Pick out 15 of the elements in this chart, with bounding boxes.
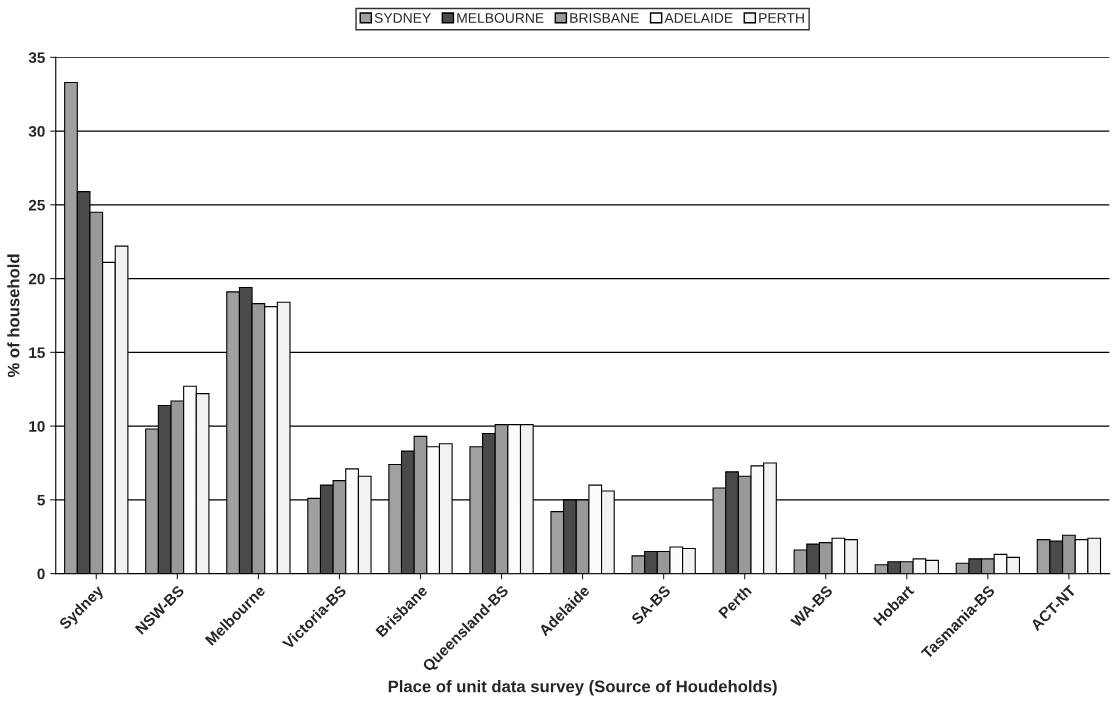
- y-tick-label: 30: [28, 125, 45, 137]
- legend-label: SYDNEY: [374, 13, 431, 23]
- x-axis-title: Place of unit data survey (Source of Houdeholds): [388, 680, 777, 696]
- legend-label: PERTH: [759, 13, 804, 23]
- y-tick-label: 25: [28, 199, 45, 211]
- y-tick-label: 5: [37, 494, 45, 506]
- y-tick-label: 10: [29, 420, 45, 432]
- legend-label: ADELAIDE: [664, 13, 733, 23]
- legend-label: BRISBANE: [570, 13, 639, 23]
- legend-label: MELBOURNE: [457, 13, 544, 23]
- y-axis-title: % of household: [7, 254, 20, 378]
- y-tick-label: 15: [29, 347, 45, 359]
- y-tick-label: 20: [28, 273, 45, 285]
- y-tick-label: 35: [28, 52, 45, 64]
- y-tick-label: 0: [37, 568, 45, 580]
